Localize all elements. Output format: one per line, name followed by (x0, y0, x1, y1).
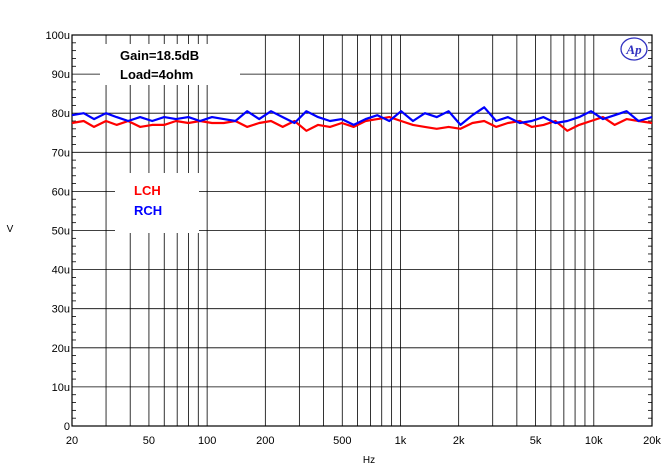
y-tick-label: 20u (52, 343, 70, 355)
ap-logo-text: Ap (625, 42, 642, 57)
series-line-rch (71, 106, 653, 127)
x-tick-label: 5k (530, 435, 542, 447)
ap-logo-icon: Ap (620, 37, 648, 61)
gain-load-box (100, 44, 240, 85)
legend-lch-label: LCH (134, 183, 161, 198)
x-tick-label: 20k (643, 435, 661, 447)
y-tick-label: 90u (52, 69, 70, 81)
y-tick-label: 80u (52, 108, 70, 120)
x-tick-label: 50 (143, 435, 155, 447)
y-tick-label: 60u (52, 186, 70, 198)
series-layer (71, 106, 653, 132)
y-tick-label: 40u (52, 265, 70, 277)
legend-box (115, 173, 199, 233)
grid-layer (71, 34, 653, 427)
legend-rch-label: RCH (134, 203, 162, 218)
x-tick-label: 500 (333, 435, 351, 447)
x-tick-label: 100 (198, 435, 216, 447)
y-tick-label: 100u (46, 30, 70, 42)
y-axis-title: V (7, 224, 14, 235)
load-annotation: Load=4ohm (120, 67, 193, 82)
plot-frame (71, 34, 653, 427)
y-tick-label: 10u (52, 382, 70, 394)
x-tick-label: 20 (66, 435, 78, 447)
ap-logo-ring (620, 37, 648, 61)
y-tick-label: 30u (52, 304, 70, 316)
axis-layer: V Hz 20 50 100 200 500 1k 2k 5k 10k 20k 0 10u 20u 30u… (7, 30, 662, 466)
gain-annotation: Gain=18.5dB (120, 48, 199, 63)
y-tick-label: 50u (52, 226, 70, 238)
x-tick-label: 2k (453, 435, 465, 447)
y-tick-label: 0 (64, 421, 70, 433)
y-tick-label: 70u (52, 147, 70, 159)
x-tick-label: 200 (256, 435, 274, 447)
x-axis-title: Hz (363, 455, 375, 466)
x-tick-label: 1k (395, 435, 407, 447)
annotation-layer: Gain=18.5dB Load=4ohm LCH RCH (100, 44, 240, 233)
x-tick-label: 10k (585, 435, 603, 447)
